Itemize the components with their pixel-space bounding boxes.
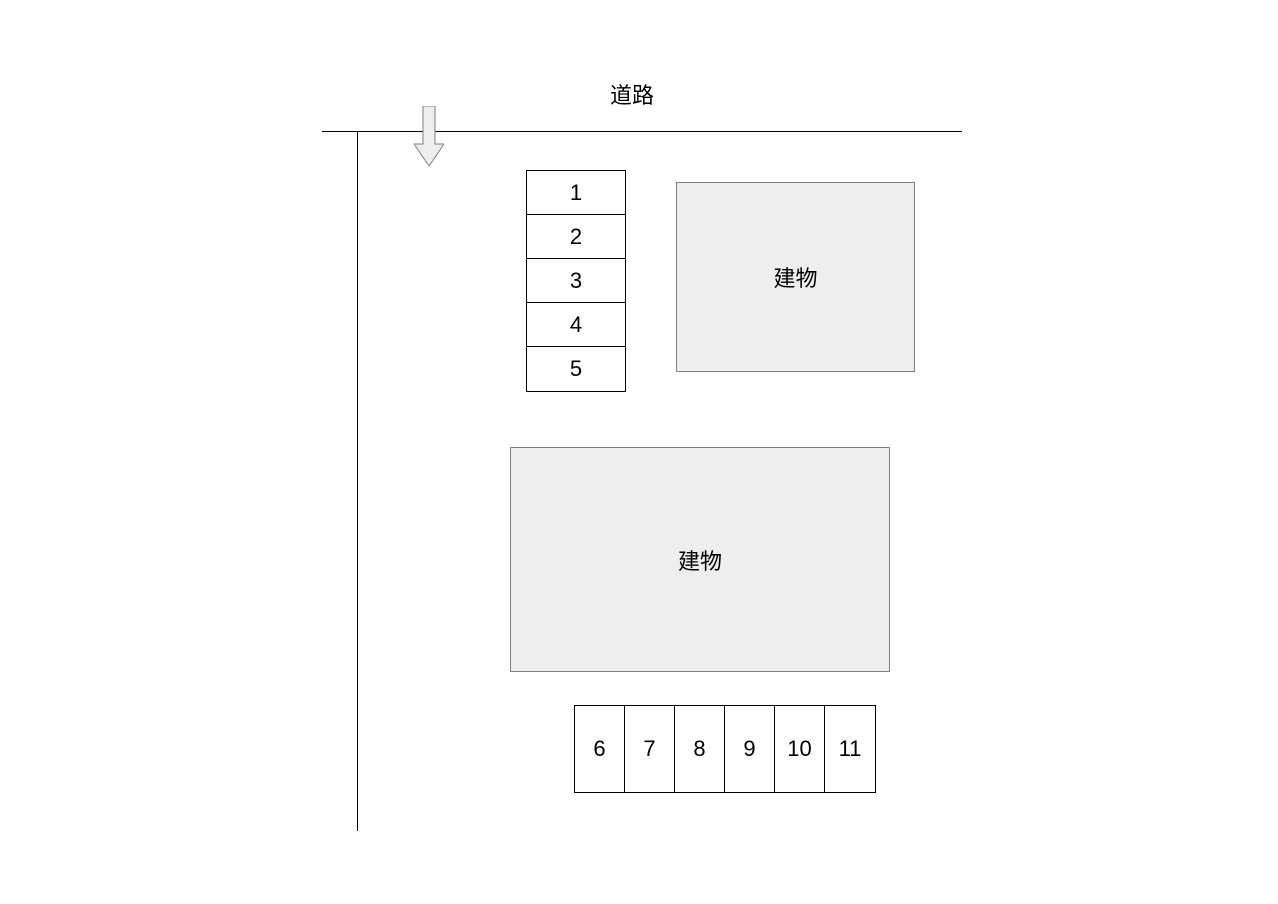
building-2-label: 建物 [678,544,722,576]
parking-slot: 4 [527,303,625,347]
parking-slot: 2 [527,215,625,259]
parking-slot: 7 [625,706,675,792]
building-1-label: 建物 [773,261,817,293]
parking-slot: 11 [825,706,875,792]
parking-slot: 9 [725,706,775,792]
parking-slot: 1 [527,171,625,215]
parking-slot: 6 [575,706,625,792]
parking-slot: 3 [527,259,625,303]
entrance-arrow-icon [414,106,444,166]
parking-slot: 10 [775,706,825,792]
boundary-line [357,131,358,831]
road-label: 道路 [610,78,654,110]
building-2: 建物 [510,447,890,672]
building-1: 建物 [676,182,915,372]
site-map-diagram: 道路 1 2 3 4 5 建物 建物 6 7 8 9 10 11 [0,0,1278,904]
parking-column: 1 2 3 4 5 [526,170,626,392]
parking-row: 6 7 8 9 10 11 [574,705,876,793]
parking-slot: 8 [675,706,725,792]
parking-slot: 5 [527,347,625,391]
